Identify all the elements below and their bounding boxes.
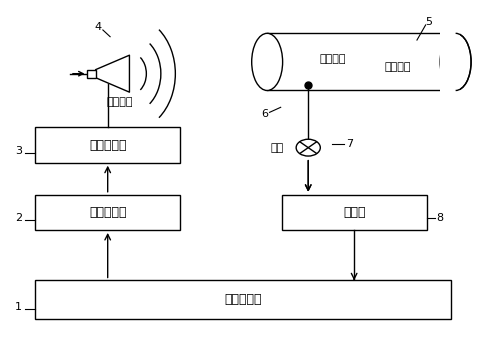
Bar [87, 69, 96, 78]
Text: 飞机舱体: 飞机舱体 [384, 62, 411, 72]
Text: 场强探头: 场强探头 [319, 54, 346, 63]
Text: 功率放大器: 功率放大器 [89, 139, 126, 152]
Text: 光纤: 光纤 [271, 143, 284, 153]
Text: 发射天线: 发射天线 [106, 97, 133, 107]
Text: 8: 8 [436, 213, 444, 223]
Text: 4: 4 [94, 22, 102, 32]
Bar [35, 280, 451, 319]
Text: 场强仪: 场强仪 [343, 206, 365, 219]
Circle shape [296, 139, 320, 156]
Text: 控制计算机: 控制计算机 [224, 293, 262, 306]
Text: 射频信号源: 射频信号源 [89, 206, 126, 219]
Bar [440, 32, 460, 92]
Text: 1: 1 [15, 302, 22, 312]
Text: 3: 3 [15, 146, 22, 156]
Ellipse shape [440, 33, 471, 91]
Bar [35, 195, 180, 230]
Text: 6: 6 [261, 109, 268, 119]
Bar [267, 33, 455, 91]
Text: 2: 2 [15, 213, 22, 223]
Bar [282, 195, 427, 230]
Text: 5: 5 [426, 17, 433, 26]
Polygon shape [96, 55, 129, 92]
Bar [35, 127, 180, 163]
Ellipse shape [252, 33, 283, 91]
Text: 7: 7 [346, 139, 353, 149]
